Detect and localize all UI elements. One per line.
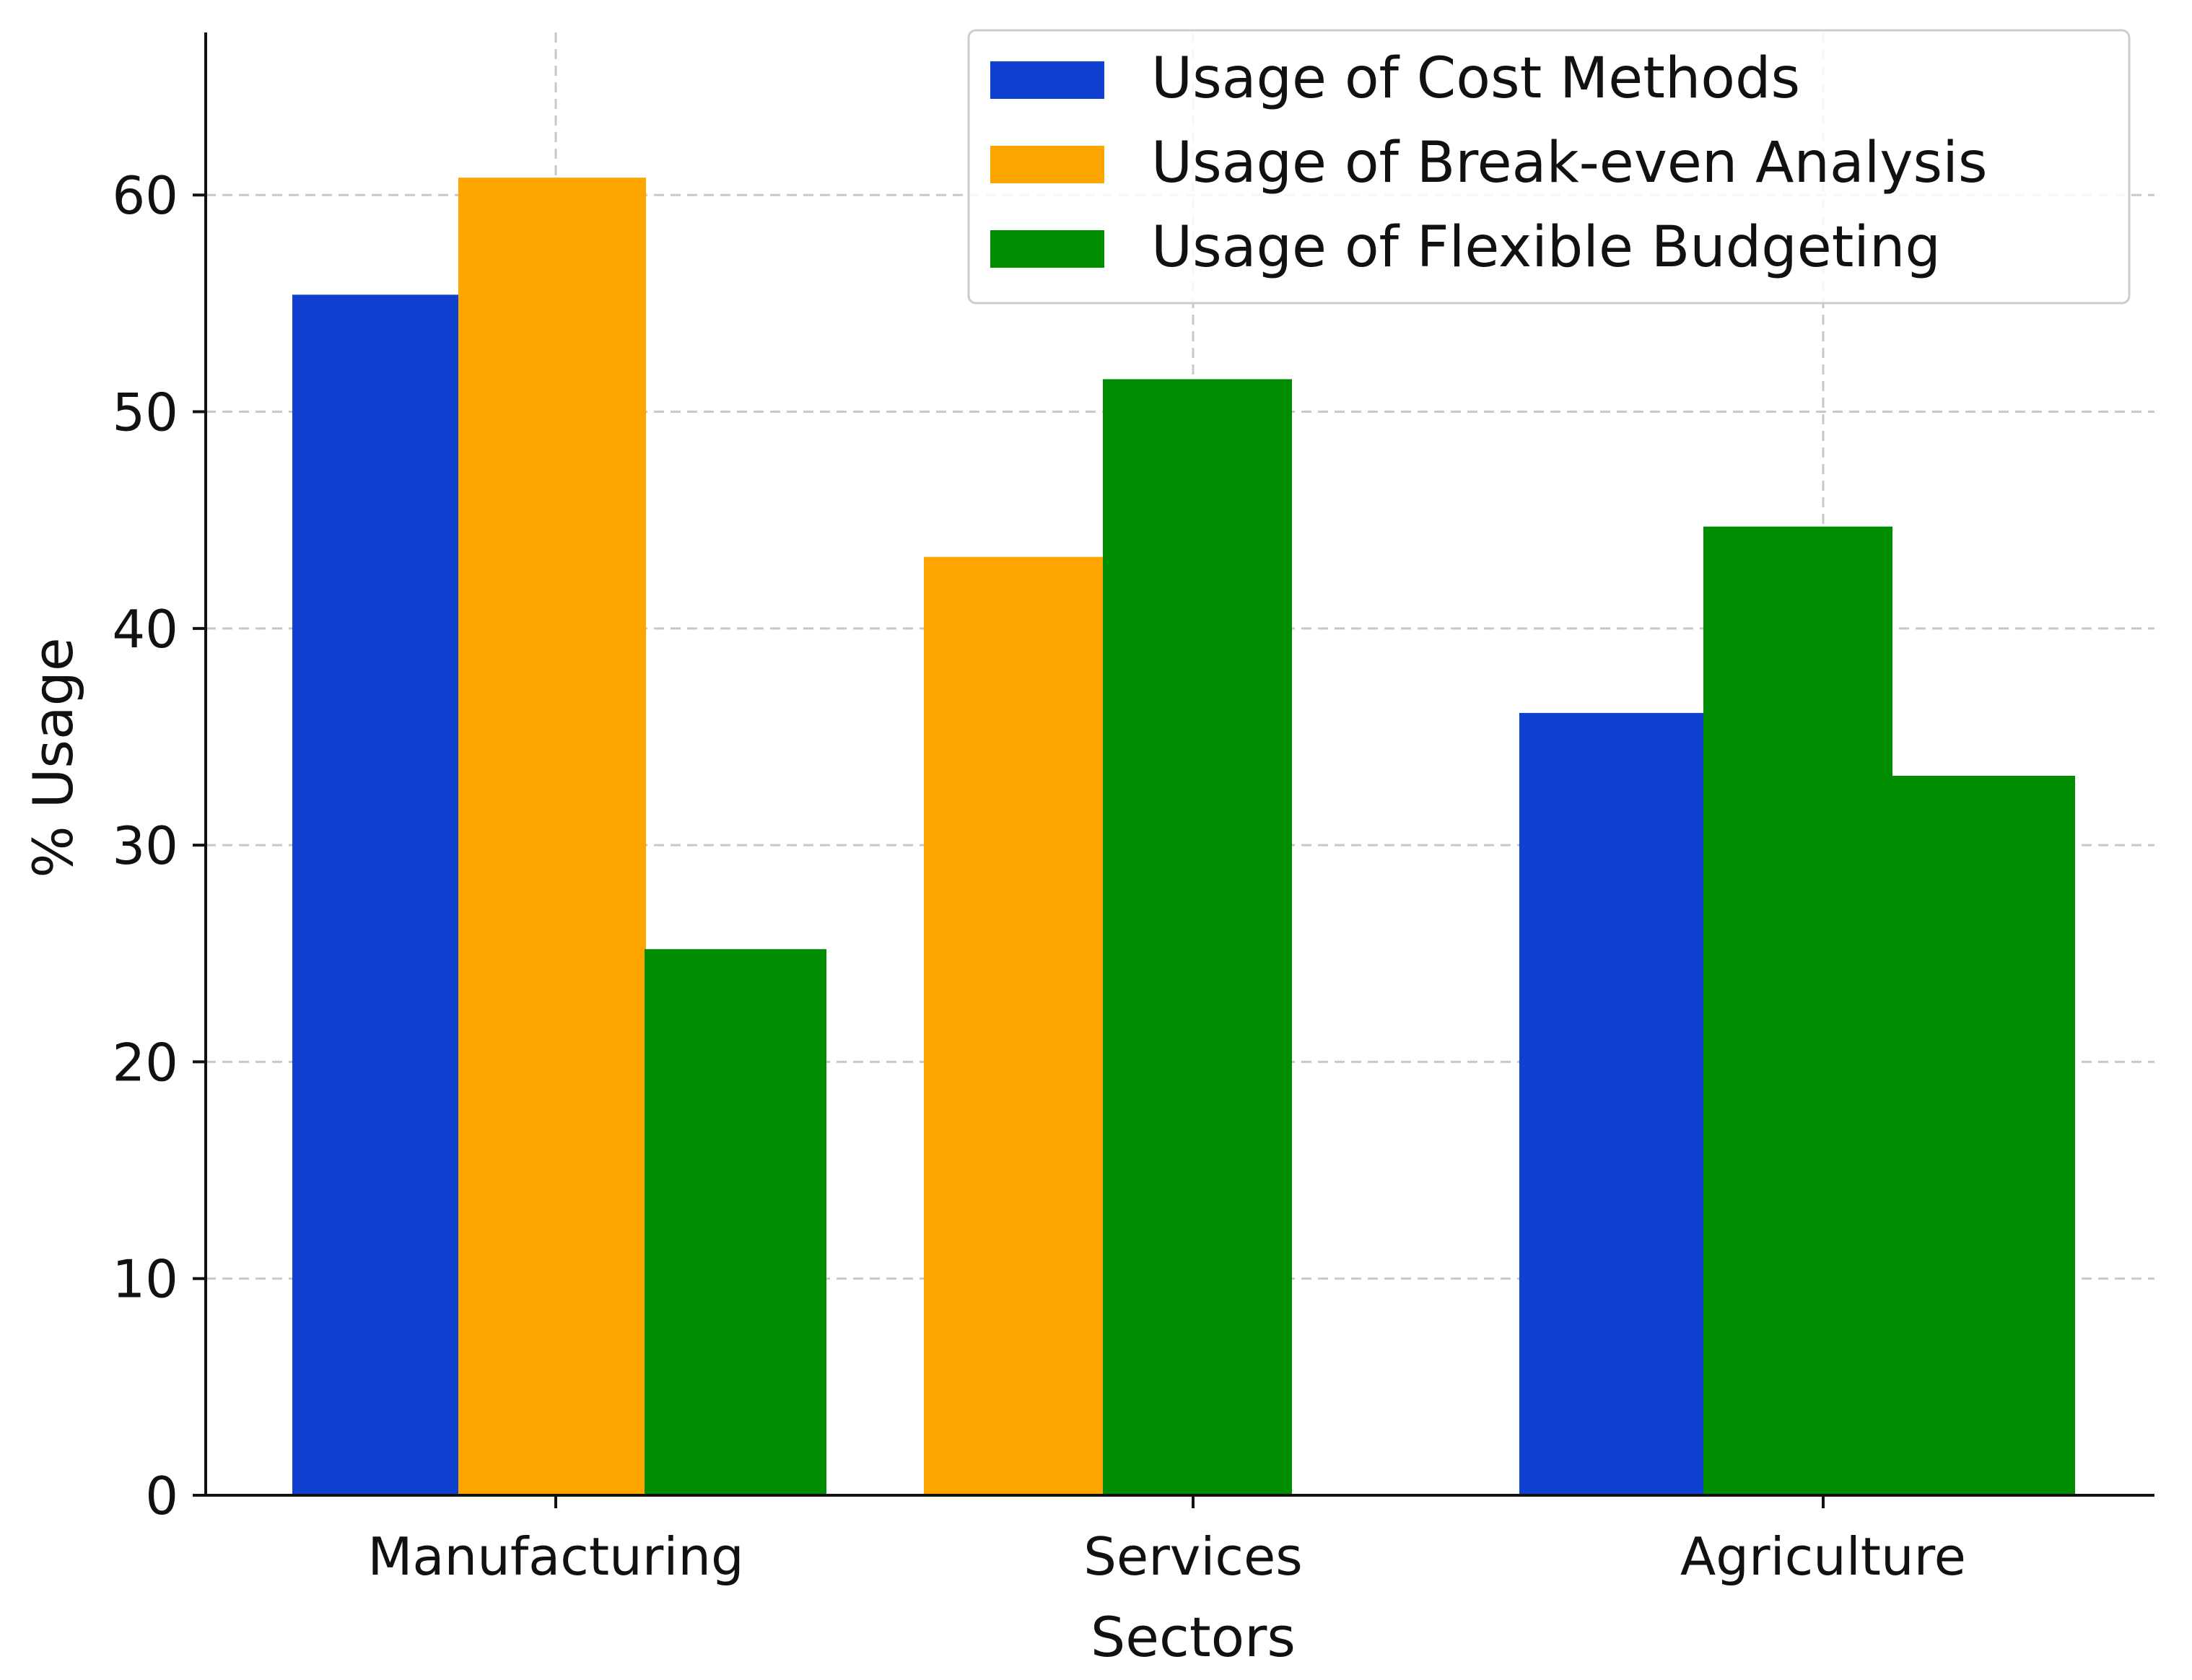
y-tick-label: 20 — [112, 1032, 178, 1093]
x-tick-label: Manufacturing — [367, 1526, 743, 1587]
x-tick-label: Services — [1083, 1526, 1303, 1587]
y-tick-label: 40 — [112, 599, 178, 660]
legend-label: Usage of Cost Methods — [1151, 46, 1800, 111]
bars — [292, 178, 2075, 1496]
y-tick-label: 30 — [112, 815, 178, 876]
legend-label: Usage of Break-even Analysis — [1151, 131, 1988, 196]
y-tick-label: 0 — [145, 1466, 178, 1526]
bar-services — [924, 556, 1104, 1495]
x-tick-label: Agriculture — [1680, 1526, 1966, 1587]
legend: Usage of Cost Methods Usage of Break-even… — [967, 29, 2131, 305]
axes — [204, 32, 2154, 1497]
x-axis-label: Sectors — [1091, 1605, 1296, 1669]
bar-manufacturing — [645, 949, 826, 1495]
y-axis-label: % Usage — [21, 637, 85, 878]
y-tick-label: 50 — [112, 382, 178, 443]
y-tick-label: 60 — [112, 165, 178, 226]
bar-agriculture — [1519, 712, 1705, 1495]
tick-labels: 0 10 20 30 40 50 60 Manufacturing Services Agricu… — [112, 165, 1966, 1587]
bar-manufacturing — [458, 178, 646, 1496]
legend-frame — [967, 29, 2131, 305]
legend-label: Usage of Flexible Budgeting — [1151, 215, 1941, 280]
y-tick-label: 10 — [112, 1249, 178, 1310]
legend-swatch — [990, 61, 1104, 99]
bar-agriculture — [1891, 776, 2075, 1495]
bar-services — [1103, 379, 1292, 1495]
legend-swatch — [990, 230, 1104, 268]
legend-swatch — [990, 146, 1104, 183]
bar-agriculture — [1703, 526, 1892, 1495]
bar-manufacturing — [292, 294, 460, 1495]
